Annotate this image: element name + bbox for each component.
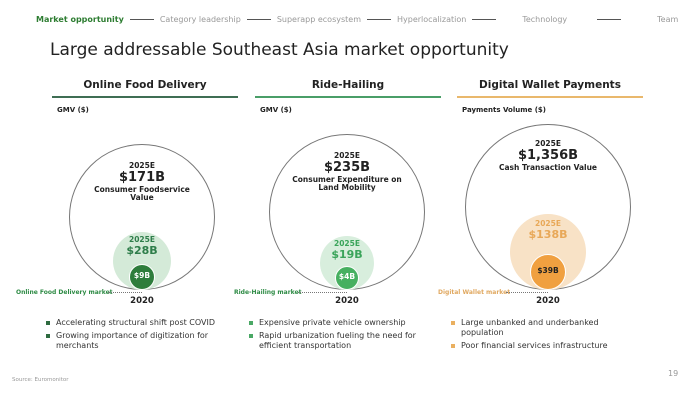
nav-technology[interactable]: Technology bbox=[522, 15, 568, 24]
mid-circle-label: 2025E $19B bbox=[331, 239, 363, 261]
market-label: Online Food Delivery market bbox=[16, 289, 113, 296]
metric-label: GMV ($) bbox=[260, 106, 292, 114]
bullet-item: Accelerating structural shift post COVID bbox=[46, 318, 231, 328]
market-label: Digital Wallet market bbox=[438, 289, 511, 296]
2020-market-circle bbox=[335, 266, 359, 290]
base-year: 2020 bbox=[536, 296, 560, 306]
column-underline bbox=[52, 96, 238, 98]
column-header: Digital Wallet Payments bbox=[479, 79, 621, 91]
outer-circle-label: 2025E $171B Consumer Foodservice Value bbox=[94, 161, 190, 203]
metric-label: Payments Volume ($) bbox=[462, 106, 546, 114]
leader-line bbox=[298, 292, 347, 293]
column-underline bbox=[457, 96, 643, 98]
nav-divider bbox=[367, 19, 391, 20]
bullet-item: Rapid urbanization fueling the need for … bbox=[249, 331, 434, 351]
nav-category-leadership[interactable]: Category leadership bbox=[159, 15, 241, 24]
bullet-item: Large unbanked and underbanked populatio… bbox=[451, 318, 636, 338]
nav-divider bbox=[129, 19, 154, 20]
metric-label: GMV ($) bbox=[57, 106, 89, 114]
bullet-item: Poor financial services infrastructure bbox=[451, 341, 636, 351]
column-header: Ride-Hailing bbox=[311, 79, 385, 91]
bullet-item: Growing importance of digitization for m… bbox=[46, 331, 231, 351]
nav-divider bbox=[597, 19, 622, 20]
leader-line bbox=[506, 292, 548, 293]
nav-divider bbox=[472, 19, 497, 20]
nav-hyperlocalization[interactable]: Hyperlocalization bbox=[397, 15, 467, 24]
bullet-list: Accelerating structural shift post COVID… bbox=[46, 318, 231, 354]
base-year: 2020 bbox=[335, 296, 359, 306]
page-title: Large addressable Southeast Asia market … bbox=[50, 40, 509, 60]
nav-divider bbox=[246, 19, 271, 20]
source-note: Source: Euromonitor bbox=[12, 377, 69, 383]
2020-market-circle bbox=[530, 254, 566, 290]
page-number: 19 bbox=[668, 369, 679, 378]
nav-team[interactable]: Team bbox=[657, 15, 679, 24]
nav-market-opportunity[interactable]: Market opportunity bbox=[36, 15, 124, 24]
column-header: Online Food Delivery bbox=[83, 79, 207, 91]
outer-circle-label: 2025E $1,356B Cash Transaction Value bbox=[498, 139, 598, 172]
2020-market-circle bbox=[129, 264, 155, 290]
bullet-list: Large unbanked and underbanked populatio… bbox=[451, 318, 636, 354]
inner-circle-label: $9B bbox=[133, 271, 151, 280]
market-label: Ride-Hailing market bbox=[234, 289, 302, 296]
bullet-list: Expensive private vehicle ownership Rapid… bbox=[249, 318, 434, 354]
column-underline bbox=[255, 96, 441, 98]
base-year: 2020 bbox=[130, 296, 154, 306]
nav-superapp-ecosystem[interactable]: Superapp ecosystem bbox=[276, 15, 361, 24]
inner-circle-label: $39B bbox=[537, 266, 559, 275]
section-nav: Market opportunity Category leadership S… bbox=[36, 15, 678, 24]
bullet-item: Expensive private vehicle ownership bbox=[249, 318, 434, 328]
leader-line bbox=[108, 292, 142, 293]
mid-circle-label: 2025E $138B bbox=[528, 219, 568, 241]
mid-circle-label: 2025E $28B bbox=[126, 235, 158, 257]
inner-circle-label: $4B bbox=[338, 272, 356, 281]
outer-circle-label: 2025E $235B Consumer Expenditure on Land M… bbox=[292, 151, 402, 193]
